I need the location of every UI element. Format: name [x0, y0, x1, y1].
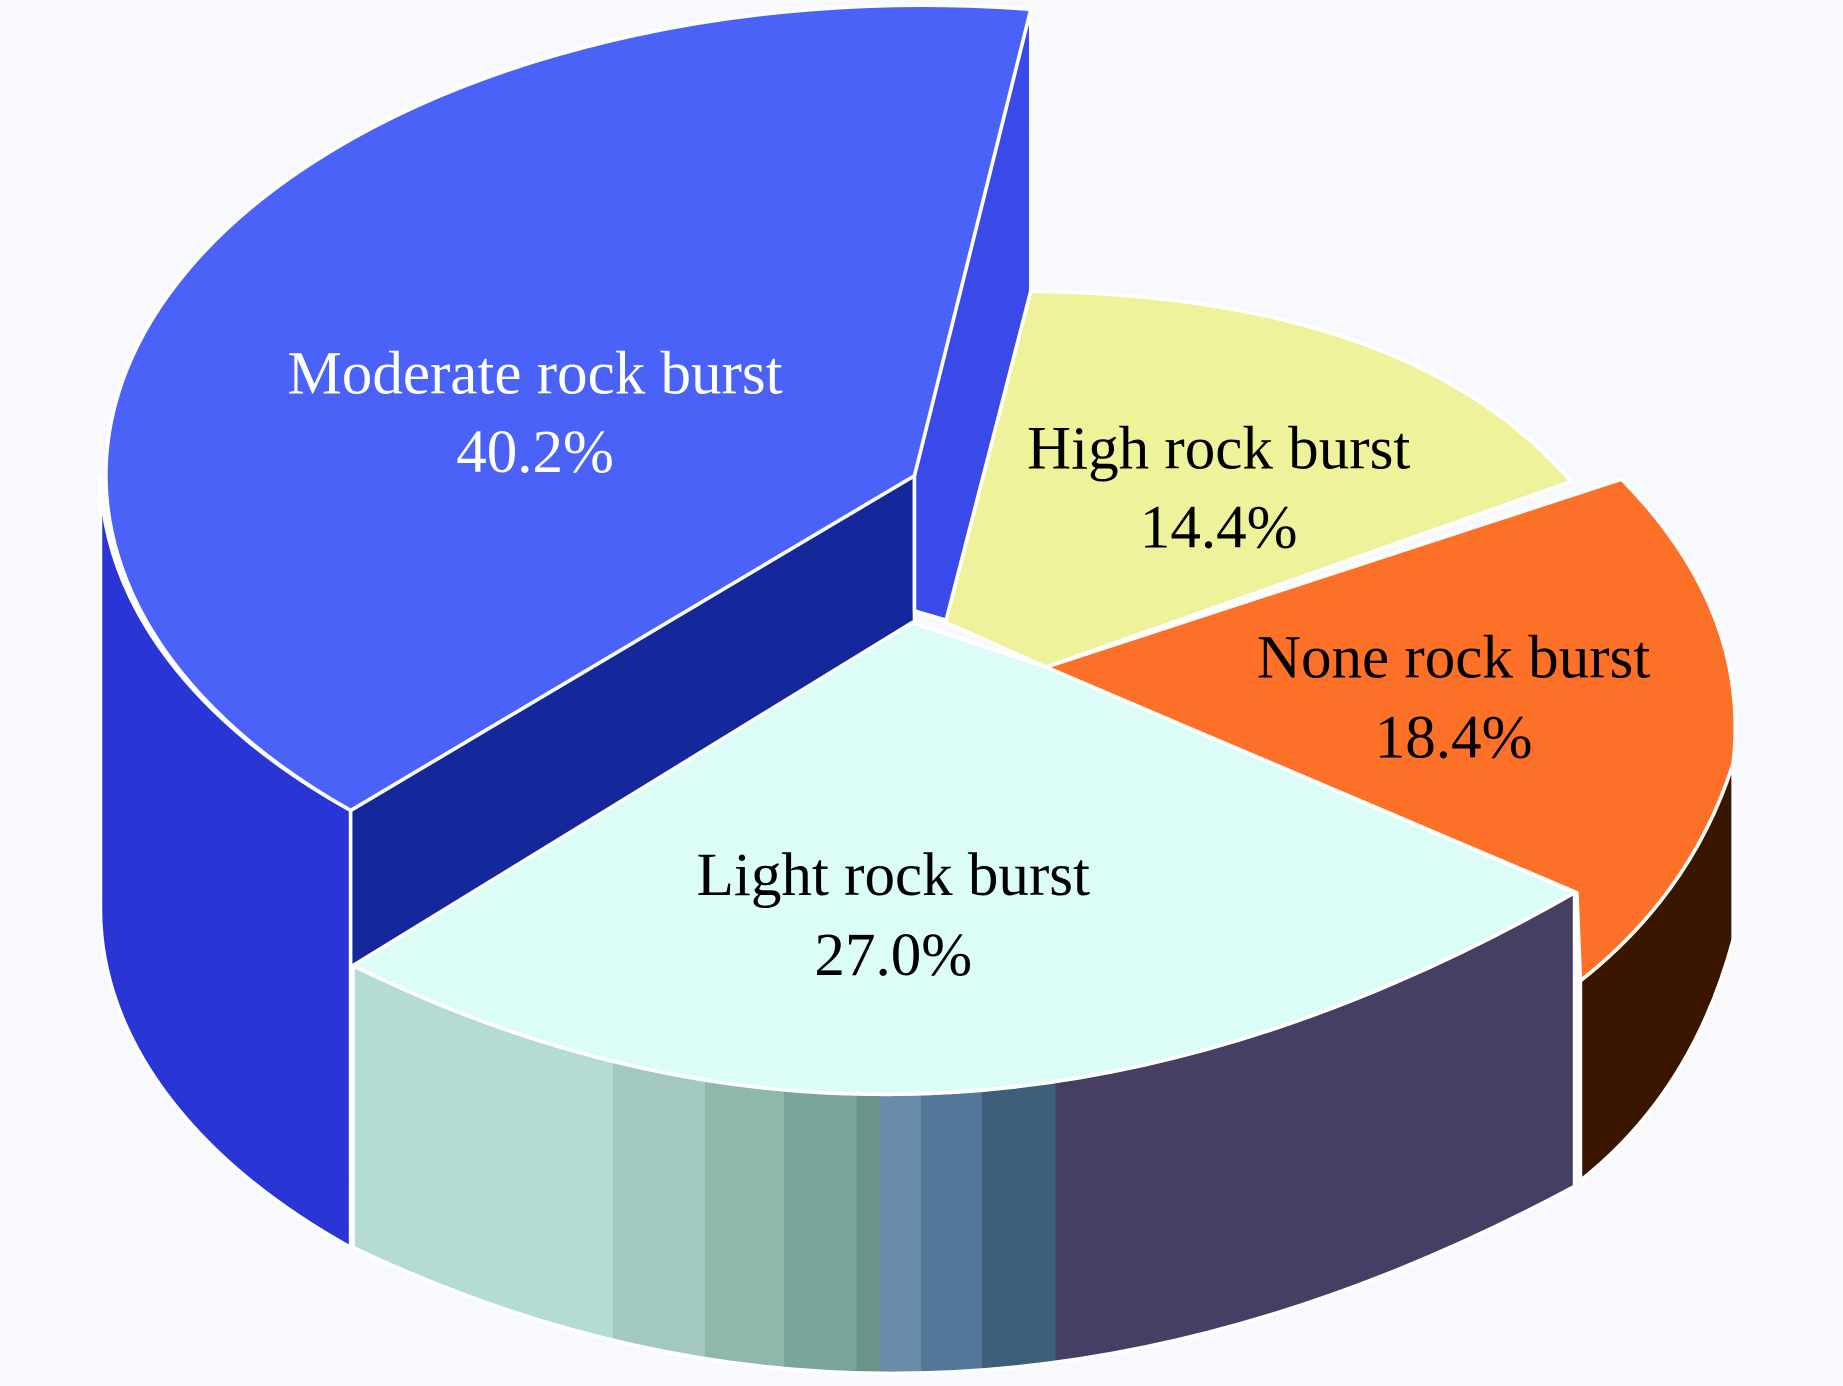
slice-label-high: High rock burst [1027, 416, 1410, 483]
slice-top-none [1044, 477, 1737, 983]
slice-label-none: None rock burst [1257, 625, 1650, 692]
slice-value-none: 18.4% [1375, 705, 1533, 772]
slice-top-moderate [104, 3, 1033, 813]
slice-top-high [944, 289, 1573, 669]
slice-value-light: 27.0% [814, 922, 972, 989]
slice-top-light [351, 620, 1577, 1097]
slice-value-high: 14.4% [1140, 494, 1298, 561]
slice-label-moderate: Moderate rock burst [288, 340, 783, 407]
slice-value-moderate: 40.2% [456, 419, 614, 486]
slice-label-light: Light rock burst [697, 842, 1090, 909]
